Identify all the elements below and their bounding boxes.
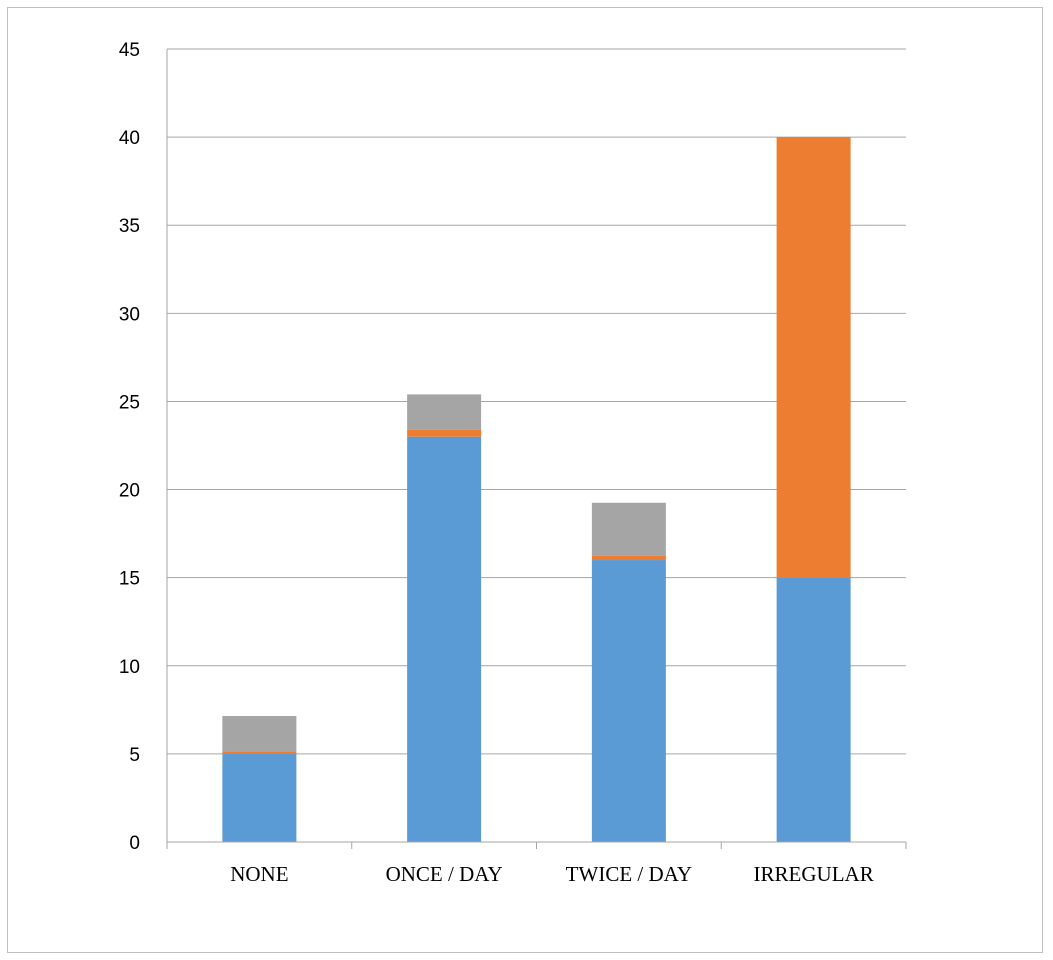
x-tick-label-1: NONE (230, 862, 288, 886)
x-tick-label-4: IRREGULAR (754, 862, 874, 886)
bar-4-segment-1 (776, 577, 851, 842)
bar-3-segment-2 (591, 555, 666, 561)
bar-1-segment-1 (222, 753, 297, 842)
y-tick-label-40: 40 (119, 128, 140, 149)
y-tick-labels: 0 5 10 15 20 25 30 35 40 45 (119, 40, 140, 854)
bar-3-segment-1 (591, 560, 666, 842)
y-tick-label-30: 30 (119, 304, 140, 325)
x-tick-label-3: TWICE / DAY (566, 862, 692, 886)
bar-3-segment-3 (591, 502, 666, 556)
bars (222, 137, 851, 842)
x-tick-labels: NONE ONCE / DAY TWICE / DAY IRREGULAR (230, 862, 874, 886)
bar-4-segment-2 (776, 137, 851, 578)
y-tick-label-0: 0 (129, 833, 140, 854)
bar-1-segment-2 (222, 751, 297, 754)
y-tick-label-35: 35 (119, 216, 140, 237)
bar-2-segment-3 (407, 394, 482, 430)
y-tick-label-15: 15 (119, 569, 140, 590)
axes (166, 49, 907, 849)
y-tick-label-10: 10 (119, 657, 140, 678)
chart-frame (7, 7, 1043, 953)
y-tick-label-45: 45 (119, 40, 140, 61)
y-tick-label-20: 20 (119, 481, 140, 502)
y-tick-label-25: 25 (119, 392, 140, 413)
y-tick-label-5: 5 (129, 745, 140, 766)
bar-2-segment-2 (407, 429, 482, 437)
bar-2-segment-1 (407, 436, 482, 842)
x-tick-label-2: ONCE / DAY (386, 862, 503, 886)
bar-1-segment-3 (222, 716, 297, 752)
